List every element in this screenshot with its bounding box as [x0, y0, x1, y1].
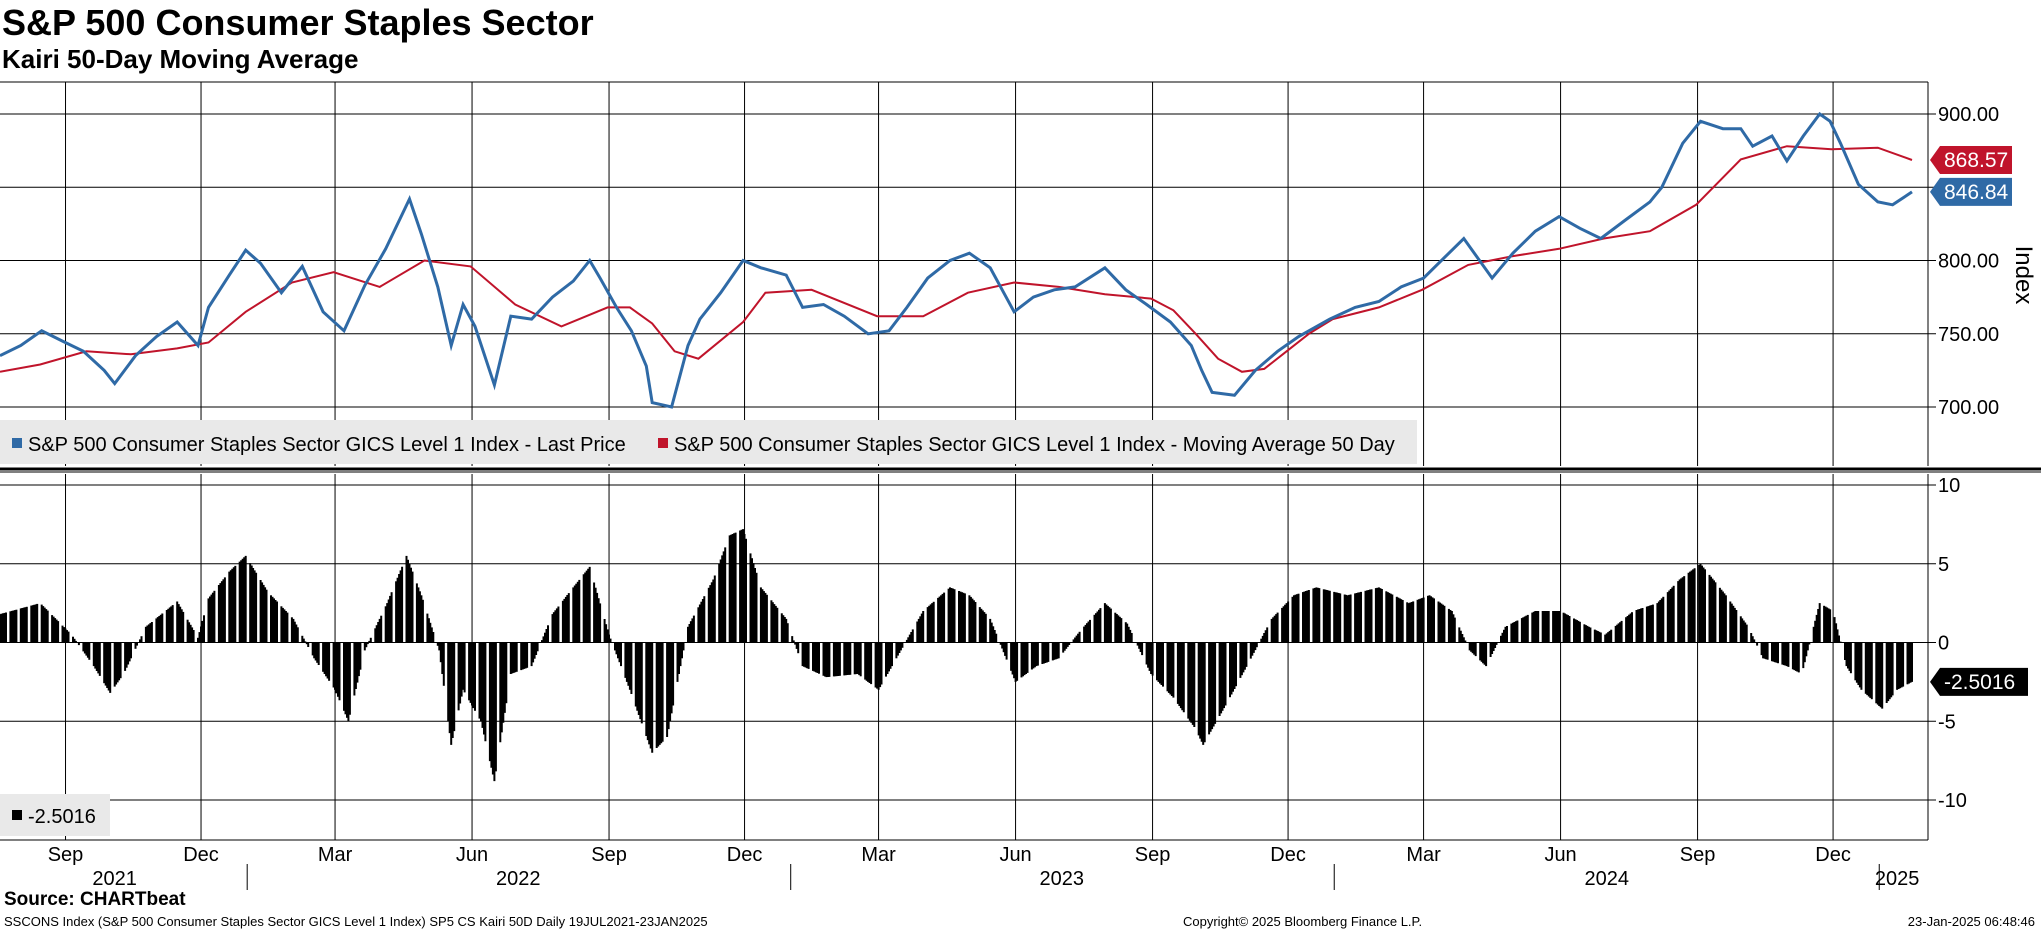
y-tick-label: 0	[1938, 633, 1949, 655]
x-tick-label: Jun	[999, 844, 1031, 866]
x-tick-label: Jun	[456, 844, 488, 866]
moving-average-line	[0, 145, 1913, 373]
ma-last-value-tag: 868.57	[1930, 146, 2012, 175]
ma-last-value: 868.57	[1944, 149, 2008, 172]
x-tick-label: Sep	[48, 844, 84, 866]
chart-subtitle: Kairi 50-Day Moving Average	[2, 44, 359, 74]
x-tick-label: Mar	[318, 844, 353, 866]
y-tick-label: 700.00	[1938, 397, 1999, 419]
x-axis: Sep Dec Mar Jun Sep Dec Mar Jun Sep Dec Mar Jun Sep D…	[48, 844, 1920, 890]
footer-timestamp: 23-Jan-2025 06:48:46	[1907, 914, 2035, 929]
x-year-label: 2024	[1584, 868, 1629, 890]
x-tick-label: Mar	[1406, 844, 1441, 866]
y-axis-label: Index	[2010, 246, 2037, 305]
upper-y-axis: 700.00 750.00 800.00 900.00	[1928, 104, 1999, 419]
footer-copyright: Copyright© 2025 Bloomberg Finance L.P.	[1183, 914, 1423, 929]
x-year-label: 2021	[92, 868, 137, 890]
y-tick-label: -10	[1938, 790, 1967, 812]
kairi-bars	[0, 529, 1913, 782]
chart-title: S&P 500 Consumer Staples Sector	[2, 2, 594, 43]
kairi-last-value-tag: -2.5016	[1930, 667, 2028, 696]
y-tick-label: -5	[1938, 711, 1956, 733]
legend-ma-swatch	[658, 438, 668, 448]
legend-price-label: S&P 500 Consumer Staples Sector GICS Lev…	[28, 434, 626, 456]
x-tick-label: Jun	[1544, 844, 1576, 866]
x-tick-label: Dec	[1270, 844, 1306, 866]
x-tick-label: Dec	[1815, 844, 1851, 866]
x-tick-label: Dec	[727, 844, 763, 866]
y-tick-label: 900.00	[1938, 104, 1999, 126]
kairi-last-value: -2.5016	[1944, 671, 2015, 694]
legend-kairi-swatch	[12, 810, 22, 820]
x-tick-label: Sep	[1135, 844, 1171, 866]
y-tick-label: 5	[1938, 554, 1949, 576]
lower-gridlines	[0, 474, 1928, 840]
x-year-label: 2023	[1039, 868, 1084, 890]
y-tick-label: 750.00	[1938, 324, 1999, 346]
legend-price-swatch	[12, 438, 22, 448]
x-tick-label: Sep	[1680, 844, 1716, 866]
x-year-label: 2025	[1875, 868, 1920, 890]
x-tick-label: Mar	[861, 844, 896, 866]
legend-kairi-label: -2.5016	[28, 806, 96, 828]
lower-y-axis: 10 5 0 -5 -10	[1928, 475, 1967, 812]
upper-gridlines	[0, 82, 1928, 466]
price-last-value-tag: 846.84	[1930, 177, 2012, 206]
price-line	[0, 111, 1913, 409]
x-tick-label: Sep	[591, 844, 627, 866]
y-tick-label: 800.00	[1938, 251, 1999, 273]
source-note: Source: CHARTbeat	[4, 889, 186, 910]
y-tick-label: 10	[1938, 475, 1960, 497]
footer-description: SSCONS Index (S&P 500 Consumer Staples S…	[4, 914, 708, 929]
price-last-value: 846.84	[1944, 181, 2009, 204]
upper-legend-box	[0, 420, 1417, 464]
x-year-label: 2022	[496, 868, 541, 890]
legend-ma-label: S&P 500 Consumer Staples Sector GICS Lev…	[674, 434, 1395, 456]
x-tick-label: Dec	[183, 844, 219, 866]
